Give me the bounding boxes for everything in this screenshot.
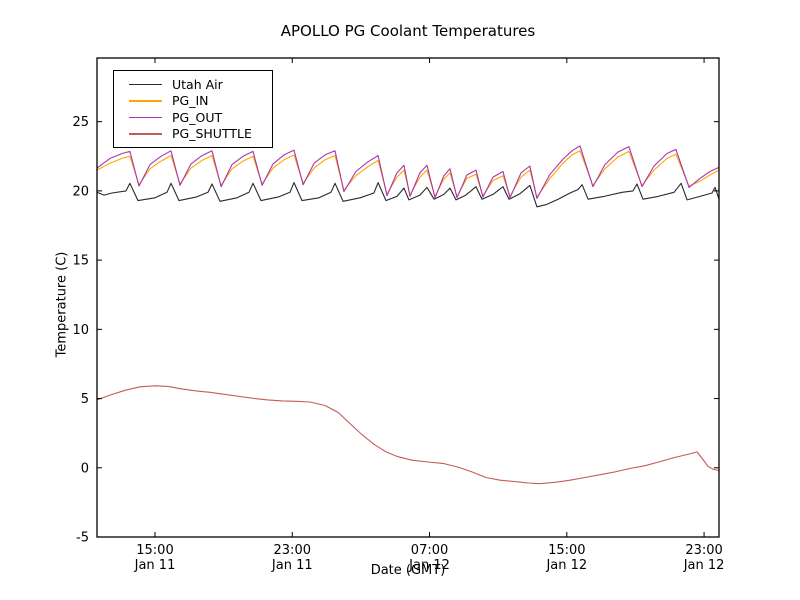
legend-entry-utah-air: Utah Air bbox=[120, 76, 266, 93]
series-line-pg-shuttle bbox=[96, 385, 720, 485]
legend-label: Utah Air bbox=[172, 76, 223, 92]
x-tick-label-time: 23:00 bbox=[685, 543, 722, 558]
y-tick-label: 10 bbox=[72, 323, 89, 338]
chart-title: APOLLO PG Coolant Temperatures bbox=[280, 22, 536, 40]
y-tick-label: 0 bbox=[81, 461, 89, 476]
x-tick-label-time: 15:00 bbox=[548, 543, 585, 558]
x-tick-label-date: Jan 12 bbox=[545, 558, 587, 573]
x-tick-label-time: 15:00 bbox=[136, 543, 173, 558]
x-axis-label: Date (GMT) bbox=[370, 563, 446, 578]
y-tick-label: 25 bbox=[72, 115, 89, 130]
y-tick-label: 20 bbox=[72, 184, 89, 199]
x-tick-label-date: Jan 12 bbox=[408, 558, 450, 573]
legend-label: PG_SHUTTLE bbox=[172, 126, 252, 142]
x-tick-label-time: 23:00 bbox=[274, 543, 311, 558]
legend-entry-pg-in: PG_IN bbox=[120, 93, 266, 110]
series-line-pg-in bbox=[96, 150, 720, 198]
legend-label: PG_OUT bbox=[172, 109, 223, 125]
series-line-utah-air bbox=[96, 182, 720, 208]
legend-line-swatch bbox=[129, 116, 162, 118]
legend-line-swatch bbox=[129, 133, 162, 135]
y-tick-label: 15 bbox=[72, 254, 89, 269]
y-tick-label: 5 bbox=[81, 392, 89, 407]
legend-entry-pg-out: PG_OUT bbox=[120, 109, 266, 126]
legend-line-swatch bbox=[129, 83, 162, 85]
x-tick-label-date: Jan 12 bbox=[683, 558, 725, 573]
y-tick-label: -5 bbox=[76, 531, 89, 546]
legend: Utah Air PG_IN PG_OUT PG_SHUTTLE bbox=[113, 70, 273, 148]
x-tick-label-time: 07:00 bbox=[411, 543, 448, 558]
x-tick-label-date: Jan 11 bbox=[134, 558, 176, 573]
plot-frame bbox=[96, 57, 720, 538]
legend-entry-pg-shuttle: PG_SHUTTLE bbox=[120, 126, 266, 143]
series-line-pg-out bbox=[96, 145, 720, 200]
x-tick-label-date: Jan 11 bbox=[271, 558, 313, 573]
legend-label: PG_IN bbox=[172, 93, 209, 109]
legend-line-swatch bbox=[129, 100, 162, 102]
